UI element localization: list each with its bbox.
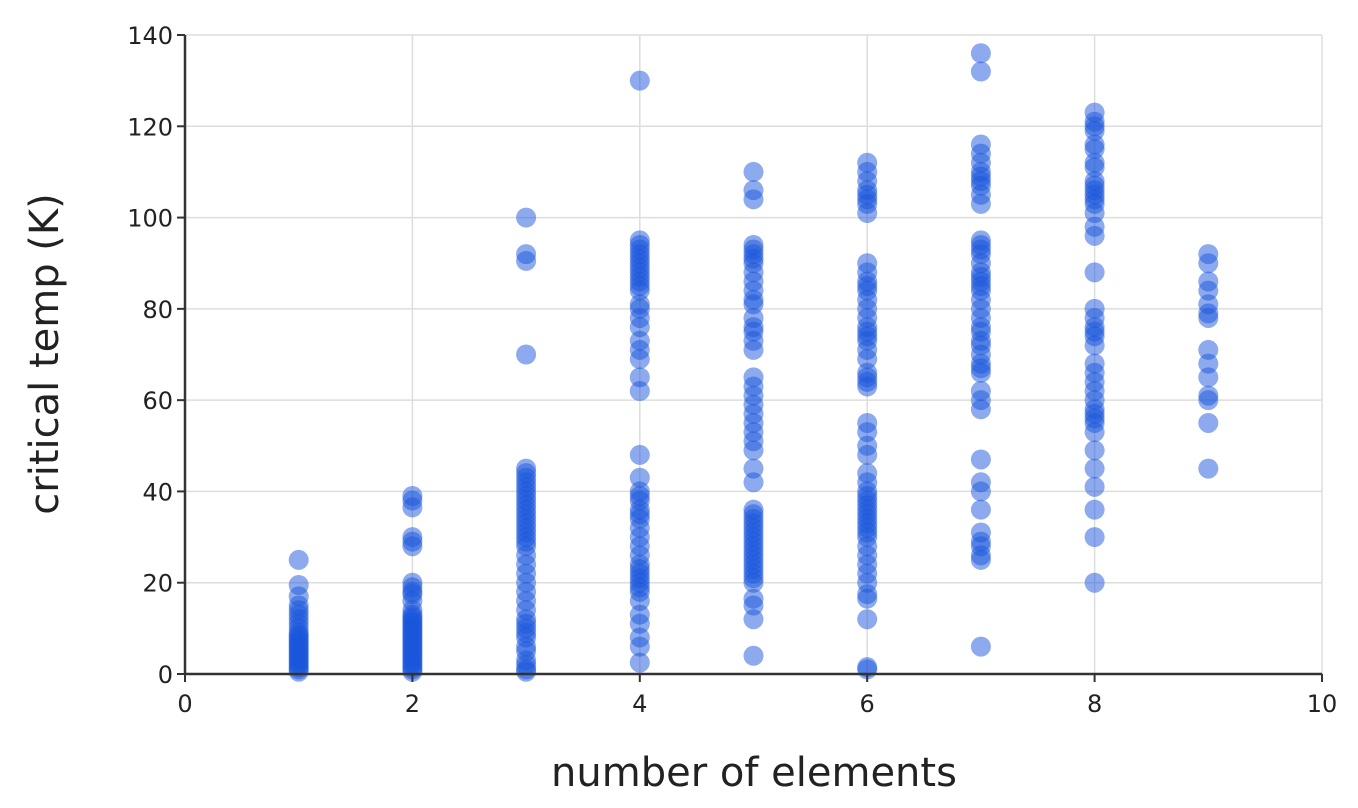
data-point — [1084, 572, 1105, 593]
data-point — [516, 244, 537, 265]
data-point — [857, 609, 878, 630]
data-point — [857, 412, 878, 433]
data-point — [743, 588, 764, 609]
data-point — [402, 572, 423, 593]
data-point — [1198, 353, 1219, 374]
data-point — [743, 472, 764, 493]
x-tick-label: 4 — [632, 690, 647, 718]
data-point — [629, 604, 650, 625]
y-tick-label: 140 — [127, 22, 173, 50]
data-point — [1198, 294, 1219, 315]
y-tick-label: 60 — [142, 387, 173, 415]
data-point — [1084, 262, 1105, 283]
data-point — [402, 485, 423, 506]
data-point — [1198, 271, 1219, 292]
data-point — [629, 467, 650, 488]
data-point — [743, 458, 764, 479]
data-point — [1084, 476, 1105, 497]
y-tick-label: 40 — [142, 478, 173, 506]
data-point — [1084, 527, 1105, 548]
data-point — [857, 463, 878, 484]
data-point — [288, 549, 309, 570]
y-tick-label: 20 — [142, 570, 173, 598]
data-point — [288, 574, 309, 595]
data-point — [1084, 499, 1105, 520]
axes — [183, 35, 1322, 676]
data-point — [1084, 134, 1105, 155]
data-point — [629, 481, 650, 502]
data-point — [1084, 102, 1105, 123]
x-tick-label: 6 — [860, 690, 875, 718]
data-point — [743, 609, 764, 630]
data-point — [857, 362, 878, 383]
data-point — [629, 294, 650, 315]
data-points — [288, 43, 1219, 682]
data-point — [857, 435, 878, 456]
data-point — [1084, 216, 1105, 237]
data-point — [1198, 412, 1219, 433]
data-point — [970, 134, 991, 155]
data-point — [629, 367, 650, 388]
data-point — [1198, 458, 1219, 479]
data-point — [1084, 458, 1105, 479]
data-point — [1198, 367, 1219, 388]
data-point — [1198, 244, 1219, 265]
y-axis-ticks: 0 20 40 60 80 100 120 140 — [127, 22, 185, 689]
x-tick-label: 8 — [1087, 690, 1102, 718]
y-axis-title: critical temp (K) — [22, 193, 68, 514]
data-point — [516, 458, 537, 479]
data-point — [970, 230, 991, 251]
data-point — [629, 230, 650, 251]
data-point — [970, 636, 991, 657]
y-tick-label: 80 — [142, 296, 173, 324]
data-point — [743, 234, 764, 255]
data-point — [629, 627, 650, 648]
data-point — [629, 70, 650, 91]
data-point — [402, 527, 423, 548]
y-tick-label: 120 — [127, 113, 173, 141]
data-point — [857, 152, 878, 173]
x-axis-title: number of elements — [551, 750, 957, 796]
data-point — [516, 344, 537, 365]
data-point — [970, 499, 991, 520]
data-point — [970, 61, 991, 82]
data-point — [743, 307, 764, 328]
data-point — [1084, 353, 1105, 374]
data-point — [1084, 152, 1105, 173]
x-axis-ticks: 0 2 4 6 8 10 — [177, 674, 1337, 718]
data-point — [743, 645, 764, 666]
y-tick-label: 100 — [127, 205, 173, 233]
data-point — [516, 207, 537, 228]
data-point — [970, 381, 991, 402]
data-point — [970, 43, 991, 64]
x-tick-label: 10 — [1307, 690, 1338, 718]
data-point — [1084, 298, 1105, 319]
data-point — [1084, 440, 1105, 461]
data-point — [857, 253, 878, 274]
x-tick-label: 0 — [177, 690, 192, 718]
data-point — [1084, 171, 1105, 192]
data-point — [857, 657, 878, 678]
y-tick-label: 0 — [158, 661, 173, 689]
data-point — [970, 522, 991, 543]
data-point — [970, 449, 991, 470]
data-point — [629, 330, 650, 351]
data-point — [743, 367, 764, 388]
data-point — [743, 161, 764, 182]
data-point — [970, 472, 991, 493]
data-point — [743, 180, 764, 201]
data-point — [629, 444, 650, 465]
data-point — [629, 381, 650, 402]
data-point — [743, 499, 764, 520]
x-tick-label: 2 — [405, 690, 420, 718]
data-point — [629, 652, 650, 673]
data-point — [1198, 339, 1219, 360]
data-point — [1198, 385, 1219, 406]
